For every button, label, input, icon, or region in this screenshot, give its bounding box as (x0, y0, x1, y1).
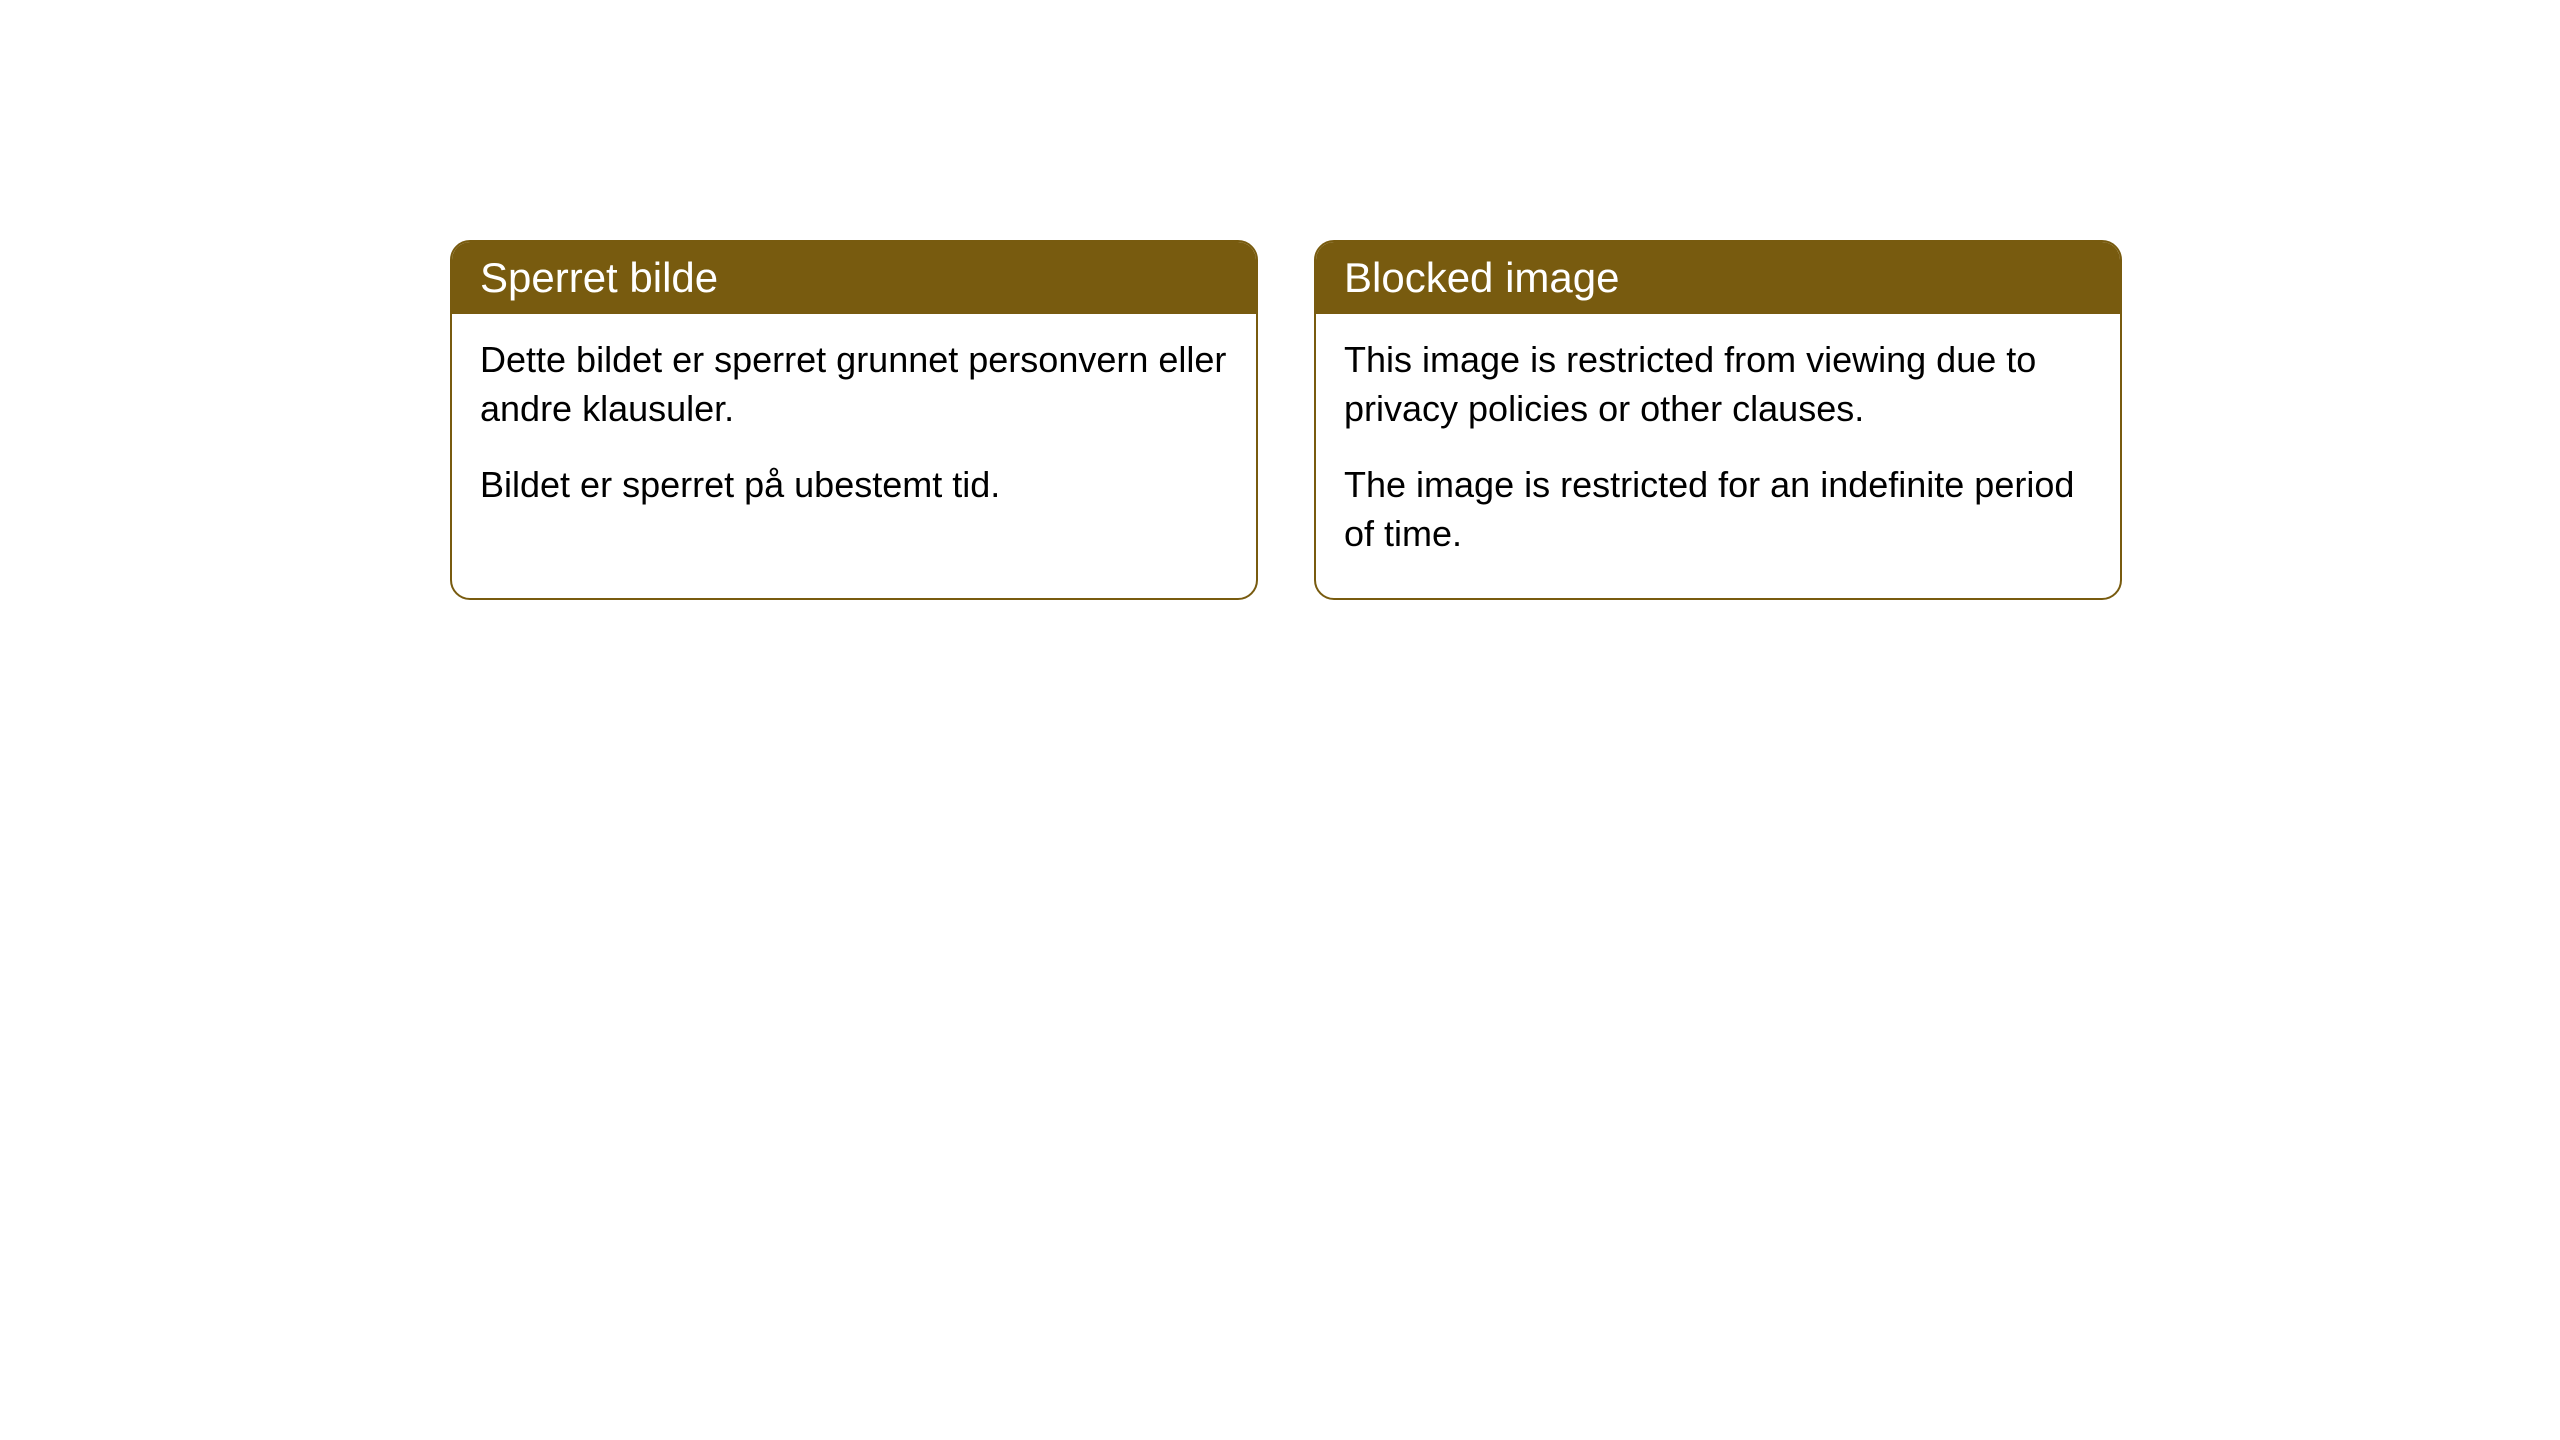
card-paragraph-2: Bildet er sperret på ubestemt tid. (480, 461, 1228, 510)
card-paragraph-1: Dette bildet er sperret grunnet personve… (480, 336, 1228, 433)
cards-container: Sperret bilde Dette bildet er sperret gr… (450, 240, 2122, 600)
card-paragraph-2: The image is restricted for an indefinit… (1344, 461, 2092, 558)
blocked-image-card-norwegian: Sperret bilde Dette bildet er sperret gr… (450, 240, 1258, 600)
card-header: Blocked image (1316, 242, 2120, 314)
card-header: Sperret bilde (452, 242, 1256, 314)
card-title: Blocked image (1344, 254, 1619, 301)
card-paragraph-1: This image is restricted from viewing du… (1344, 336, 2092, 433)
card-body: Dette bildet er sperret grunnet personve… (452, 314, 1256, 550)
card-body: This image is restricted from viewing du… (1316, 314, 2120, 598)
card-title: Sperret bilde (480, 254, 718, 301)
blocked-image-card-english: Blocked image This image is restricted f… (1314, 240, 2122, 600)
